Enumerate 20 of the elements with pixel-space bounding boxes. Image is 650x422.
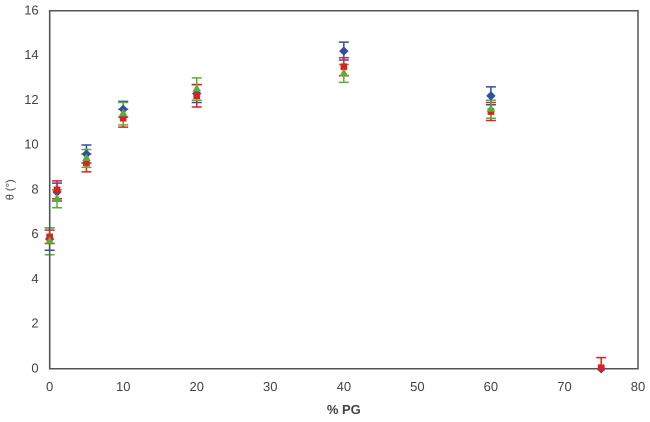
x-tick-label: 30 bbox=[263, 379, 278, 394]
x-tick-label: 40 bbox=[336, 379, 352, 394]
x-axis-title: % PG bbox=[326, 402, 361, 417]
y-axis-title: θ (°) bbox=[4, 179, 17, 200]
y-tick-label: 8 bbox=[31, 181, 39, 196]
y-tick-label: 10 bbox=[24, 136, 39, 152]
x-tick-label: 70 bbox=[557, 379, 572, 394]
y-tick-label: 12 bbox=[24, 92, 39, 107]
x-tick-label: 80 bbox=[630, 379, 646, 394]
y-tick-label: 0 bbox=[31, 360, 39, 376]
x-tick-label: 10 bbox=[116, 379, 130, 394]
y-tick-label: 14 bbox=[24, 47, 39, 62]
y-tick-label: 16 bbox=[24, 2, 39, 18]
x-tick-label: 20 bbox=[190, 379, 204, 394]
x-tick-label: 0 bbox=[46, 379, 54, 394]
y-tick-label: 4 bbox=[31, 270, 39, 286]
x-tick-label: 60 bbox=[484, 379, 498, 394]
y-tick-label: 6 bbox=[31, 226, 39, 242]
y-tick-label: 2 bbox=[31, 316, 39, 331]
x-tick-label: 50 bbox=[410, 379, 425, 394]
